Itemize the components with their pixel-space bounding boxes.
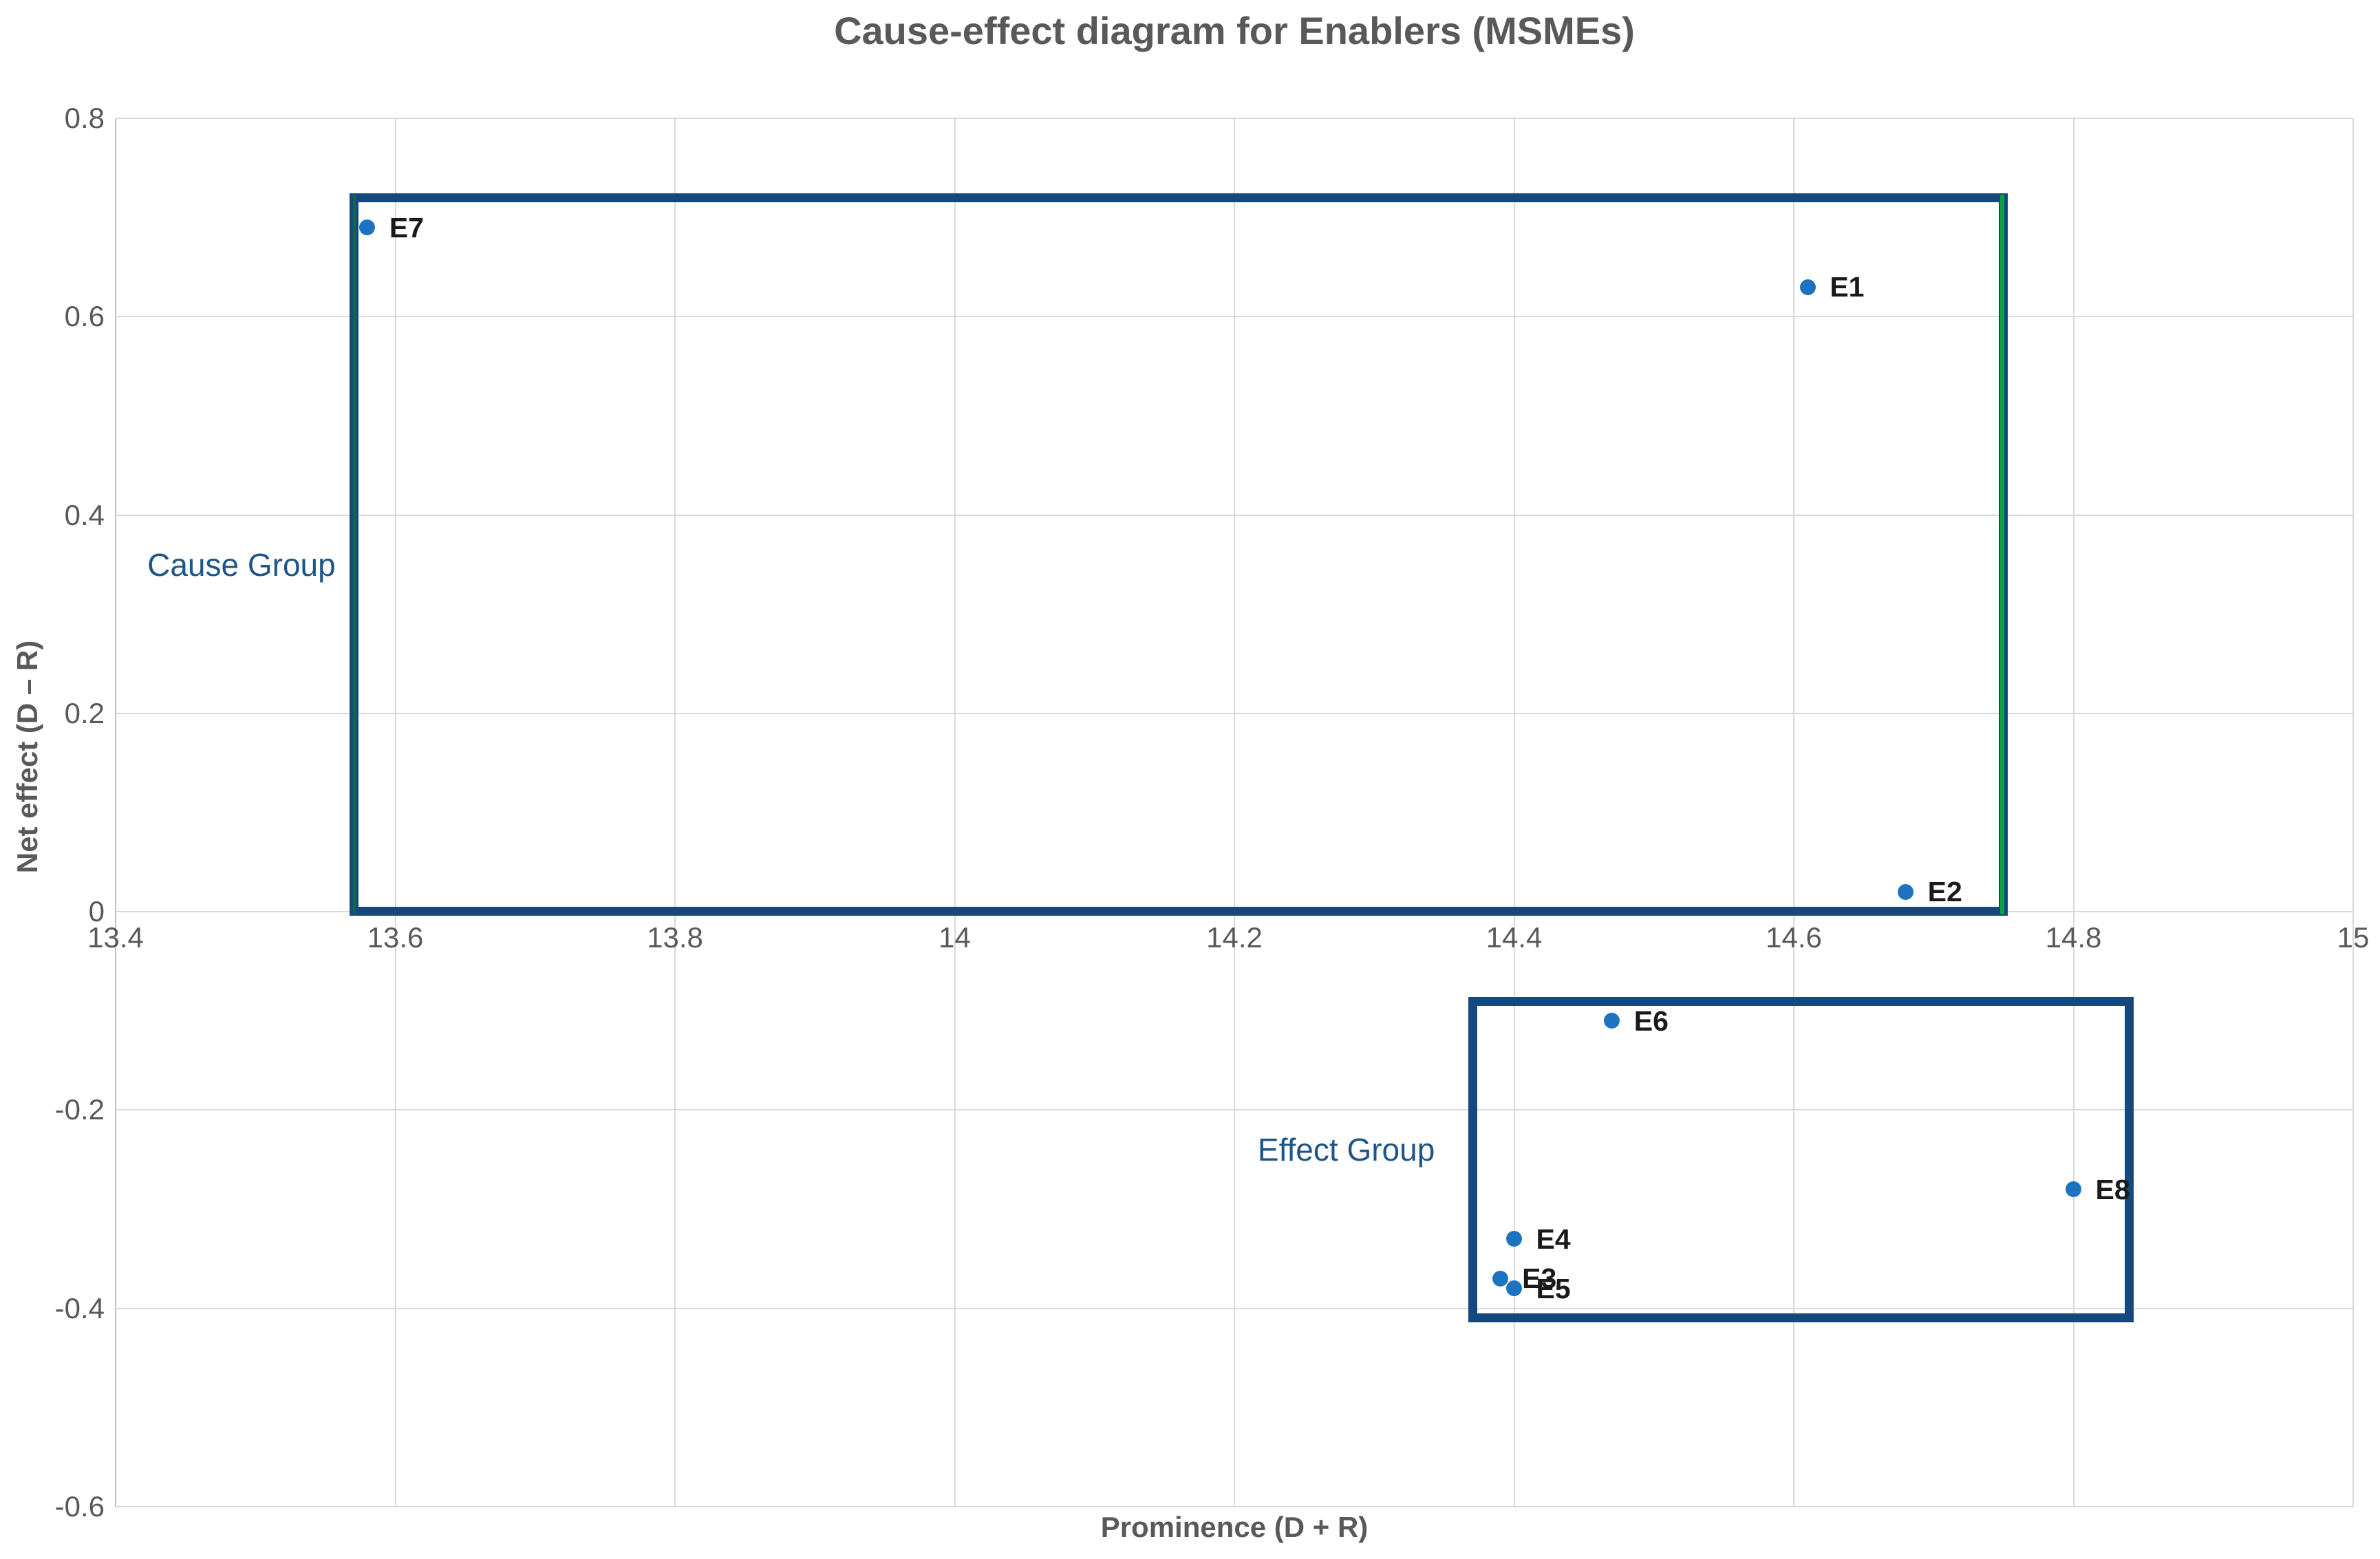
y-tick-label: 0.4 — [64, 498, 105, 531]
h-gridline — [116, 316, 2353, 318]
data-point-e8 — [2066, 1181, 2081, 1198]
cause-group-green-accent-right — [2000, 195, 2004, 915]
data-point-e2 — [1898, 883, 1914, 900]
cause-group-label: Cause Group — [147, 546, 336, 583]
point-label-e7: E7 — [389, 211, 424, 244]
v-gridline — [1513, 118, 1515, 1507]
data-point-e1 — [1799, 279, 1816, 295]
x-tick-label: 14.2 — [1206, 921, 1263, 954]
y-axis-title: Net effect (D – R) — [11, 640, 43, 874]
y-tick-label: -0.2 — [54, 1093, 105, 1126]
point-label-e5: E5 — [1536, 1272, 1571, 1304]
x-tick-label: 15 — [2337, 921, 2370, 954]
data-point-e5 — [1506, 1280, 1522, 1297]
cause-group-box — [349, 193, 2008, 916]
y-tick-label: 0 — [88, 895, 105, 928]
chart-title: Cause-effect diagram for Enablers (MSMEs… — [834, 9, 1635, 52]
point-label-e3: E3 — [1522, 1262, 1557, 1295]
data-point-e6 — [1604, 1013, 1620, 1029]
h-gridline — [116, 118, 2353, 119]
point-label-e2: E2 — [1927, 876, 1962, 908]
x-tick-label: 13.6 — [367, 921, 424, 954]
x-tick-label: 13.4 — [87, 921, 144, 954]
point-label-e1: E1 — [1830, 271, 1865, 303]
v-gridline — [954, 118, 956, 1507]
v-gridline — [1234, 118, 1235, 1507]
data-point-e3 — [1492, 1270, 1508, 1287]
h-gridline — [116, 1506, 2353, 1507]
v-gridline — [1793, 118, 1794, 1507]
x-tick-label: 14.4 — [1486, 921, 1543, 954]
x-tick-label: 14.6 — [1766, 921, 1822, 954]
h-gridline — [116, 514, 2353, 516]
point-label-e8: E8 — [2095, 1173, 2130, 1205]
y-tick-label: -0.6 — [54, 1490, 105, 1523]
x-axis-title: Prominence (D + R) — [1100, 1511, 1369, 1543]
v-gridline — [2072, 118, 2075, 1507]
y-tick-label: 0.6 — [64, 300, 105, 333]
h-gridline — [116, 1109, 2353, 1111]
h-gridline — [116, 712, 2353, 714]
effect-group-box — [1468, 996, 2134, 1323]
data-point-e7 — [359, 219, 376, 236]
x-tick-label: 14.8 — [2045, 921, 2102, 954]
y-tick-label: -0.4 — [54, 1291, 105, 1324]
point-label-e6: E6 — [1633, 1004, 1669, 1037]
effect-group-label: Effect Group — [1257, 1132, 1435, 1168]
v-gridline — [394, 118, 396, 1507]
cause-group-green-accent-left — [352, 195, 356, 915]
y-tick-label: 0.8 — [64, 102, 105, 134]
y-tick-label: 0.2 — [64, 696, 105, 729]
v-gridline — [674, 118, 676, 1507]
data-point-e4 — [1506, 1231, 1522, 1247]
point-label-e4: E4 — [1536, 1223, 1571, 1255]
v-gridline — [2352, 118, 2354, 1507]
h-gridline — [116, 1307, 2353, 1309]
x-tick-label: 13.8 — [647, 921, 703, 954]
y-axis-line — [115, 118, 116, 1507]
x-tick-label: 14 — [939, 921, 971, 954]
